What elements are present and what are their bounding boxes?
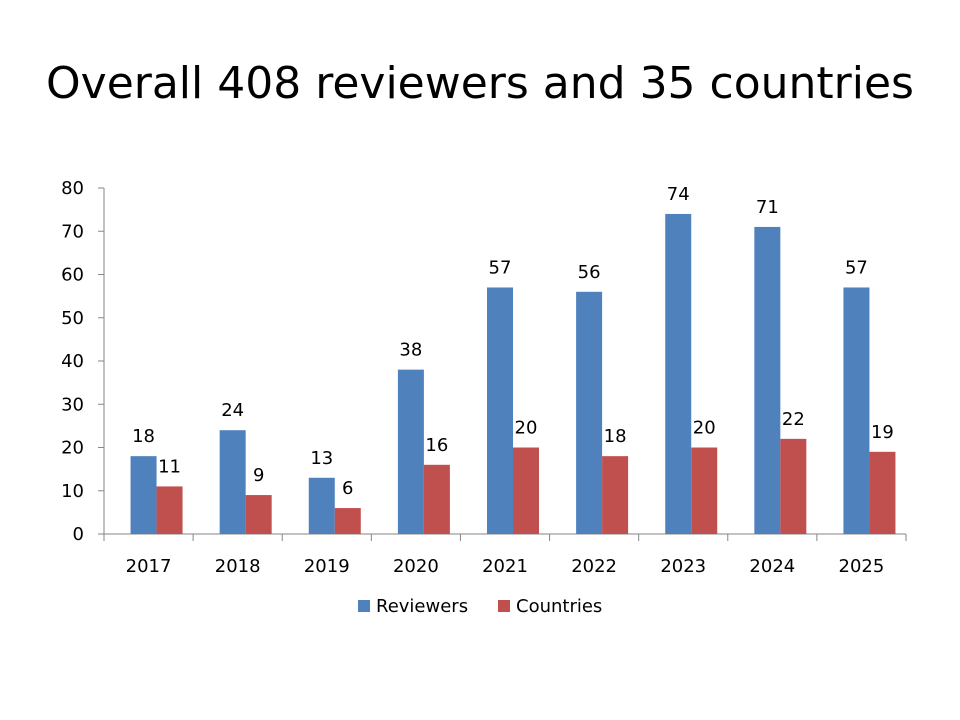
x-tick-label: 2021 (482, 556, 528, 577)
countries-bar (780, 438, 807, 534)
legend-label-reviewers: Reviewers (376, 596, 468, 617)
countries-data-label: 20 (693, 418, 716, 439)
countries-bar (513, 447, 539, 534)
y-tick-label: 30 (61, 394, 84, 415)
reviewers-data-label: 18 (132, 426, 155, 447)
reviewers-bar (576, 291, 603, 534)
x-tick-label: 2019 (304, 556, 350, 577)
countries-data-label: 11 (158, 456, 181, 477)
reviewers-data-label: 71 (756, 197, 779, 218)
y-tick-label: 50 (61, 308, 84, 329)
countries-data-label: 20 (515, 418, 538, 439)
x-tick-label: 2025 (839, 556, 885, 577)
countries-data-label: 19 (871, 422, 894, 443)
reviewers-bar (130, 456, 157, 534)
reviewers-bar (308, 477, 335, 534)
countries-bar (245, 495, 272, 534)
y-tick-label: 70 (61, 221, 84, 242)
x-tick-label: 2022 (571, 556, 617, 577)
y-tick-label: 40 (61, 351, 84, 372)
legend-label-countries: Countries (516, 596, 602, 617)
countries-bar (156, 486, 183, 534)
countries-bar (602, 456, 629, 534)
reviewers-data-label: 56 (578, 262, 601, 283)
countries-bar (334, 508, 361, 534)
slide-title: Overall 408 reviewers and 35 countries (46, 58, 914, 109)
legend-swatch-reviewers (358, 600, 370, 612)
countries-data-label: 18 (604, 426, 627, 447)
countries-data-label: 16 (425, 435, 448, 456)
x-tick-label: 2020 (393, 556, 439, 577)
countries-bar (869, 451, 896, 534)
x-tick-label: 2018 (215, 556, 261, 577)
reviewers-data-label: 74 (667, 184, 690, 205)
reviewers-data-label: 57 (489, 257, 512, 278)
reviewers-data-label: 13 (310, 448, 333, 469)
countries-bar (691, 447, 718, 534)
countries-data-label: 22 (782, 409, 805, 430)
reviewers-bar (219, 430, 246, 534)
reviewers-bar (665, 213, 692, 534)
x-tick-label: 2023 (660, 556, 706, 577)
countries-bar (423, 464, 450, 534)
reviewers-bar (843, 287, 870, 534)
reviewers-bar (487, 287, 513, 534)
y-tick-label: 10 (61, 481, 84, 502)
countries-data-label: 9 (253, 465, 264, 486)
x-tick-label: 2017 (126, 556, 172, 577)
y-tick-label: 0 (73, 524, 84, 545)
y-tick-label: 80 (61, 178, 84, 199)
x-tick-label: 2024 (749, 556, 795, 577)
y-tick-label: 60 (61, 265, 84, 286)
reviewers-bar (754, 226, 781, 535)
countries-data-label: 6 (342, 478, 353, 499)
reviewers-data-label: 24 (221, 400, 244, 421)
reviewers-data-label: 57 (845, 257, 868, 278)
reviewers-data-label: 38 (399, 340, 422, 361)
y-tick-label: 20 (61, 438, 84, 459)
reviewers-bar (397, 369, 424, 534)
legend-swatch-countries (498, 600, 510, 612)
